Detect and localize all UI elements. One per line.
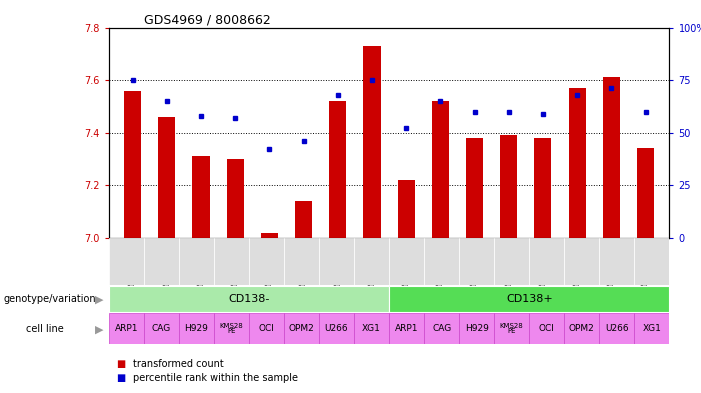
Bar [179,238,214,285]
Bar [569,88,585,238]
Text: ARP1: ARP1 [114,324,138,333]
Bar [501,135,517,238]
Bar [295,201,312,238]
Bar [389,238,424,285]
Text: H929: H929 [465,324,489,333]
Bar [363,46,381,238]
Bar [397,180,415,238]
Bar [354,238,389,285]
Bar [193,156,210,238]
Bar [144,238,179,285]
Text: H929: H929 [184,324,208,333]
Bar [564,238,599,285]
Bar [466,138,483,238]
Bar [158,117,175,238]
Text: CAG: CAG [432,324,451,333]
Text: ■: ■ [116,358,125,369]
Text: CAG: CAG [151,324,171,333]
Bar [354,313,389,344]
Bar [214,313,249,344]
Text: U266: U266 [605,324,629,333]
Text: KMS28
PE: KMS28 PE [500,323,524,334]
Bar [529,313,564,344]
Bar [634,238,669,285]
Bar [389,313,424,344]
Bar [529,238,564,285]
Text: U266: U266 [325,324,348,333]
Bar [226,159,244,238]
Bar [534,138,552,238]
Bar [124,90,141,238]
Bar [494,238,529,285]
Text: percentile rank within the sample: percentile rank within the sample [133,373,298,383]
Text: ▶: ▶ [95,324,104,334]
Text: cell line: cell line [26,324,64,334]
Text: transformed count: transformed count [133,358,224,369]
Bar [284,313,319,344]
Text: GDS4969 / 8008662: GDS4969 / 8008662 [144,14,271,27]
Text: ARP1: ARP1 [395,324,418,333]
Bar [284,238,319,285]
Bar [214,238,249,285]
Bar [144,313,179,344]
Bar [459,238,494,285]
Bar [389,286,669,312]
Bar [424,238,459,285]
Text: ■: ■ [116,373,125,383]
Text: genotype/variation: genotype/variation [4,294,96,305]
Bar [424,313,459,344]
Text: OPM2: OPM2 [289,324,314,333]
Text: XG1: XG1 [643,324,661,333]
Bar [179,313,214,344]
Bar [319,238,354,285]
Bar [637,149,654,238]
Text: OCI: OCI [539,324,554,333]
Bar [634,313,669,344]
Text: ▶: ▶ [95,294,104,305]
Bar [599,313,634,344]
Text: OCI: OCI [259,324,274,333]
Text: XG1: XG1 [362,324,381,333]
Text: CD138-: CD138- [228,294,270,304]
Bar [432,101,449,238]
Text: KMS28
PE: KMS28 PE [219,323,243,334]
Bar [459,313,494,344]
Text: OPM2: OPM2 [569,324,594,333]
Bar [329,101,346,238]
Bar [564,313,599,344]
Bar [599,238,634,285]
Bar [109,313,144,344]
Bar [109,286,389,312]
Bar [603,77,620,238]
Bar [109,238,144,285]
Bar [494,313,529,344]
Bar [261,233,278,238]
Bar [319,313,354,344]
Bar [249,238,284,285]
Text: CD138+: CD138+ [506,294,552,304]
Bar [249,313,284,344]
